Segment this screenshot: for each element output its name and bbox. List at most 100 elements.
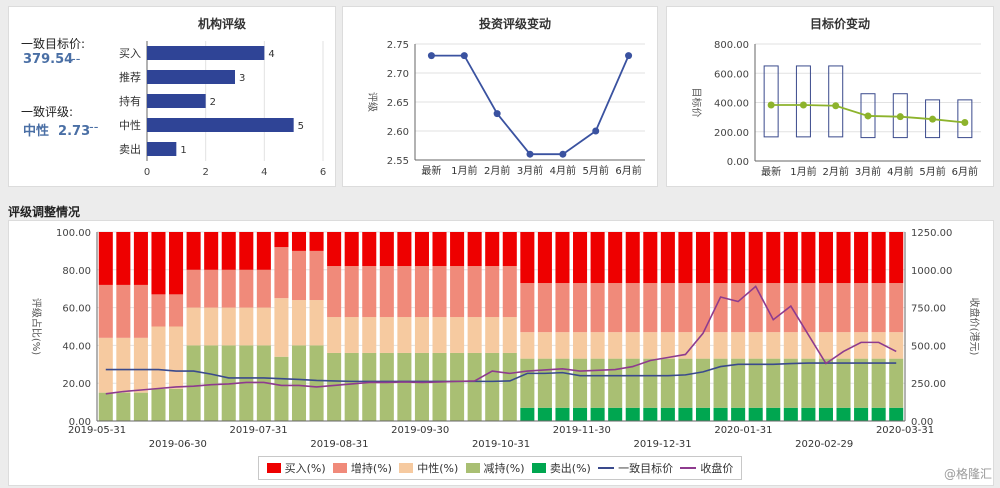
underweight-segment — [204, 345, 219, 421]
neutral-segment — [432, 317, 447, 353]
neutral-segment — [221, 307, 236, 346]
buy-segment — [766, 232, 781, 284]
underweight-segment — [344, 352, 359, 421]
underweight-segment — [889, 358, 904, 408]
overweight-segment — [450, 266, 465, 318]
legend-buy[interactable]: 买入(%) — [266, 460, 326, 476]
buy-segment — [274, 232, 289, 248]
legend-close-label: 收盘价 — [700, 462, 734, 475]
rating-point — [493, 110, 501, 118]
underweight-segment — [414, 352, 429, 421]
underweight-segment — [713, 358, 728, 408]
overweight-segment — [169, 294, 184, 327]
x-tick-label: 3月前 — [517, 164, 543, 177]
neutral-segment — [151, 326, 166, 389]
buy-segment — [485, 232, 500, 267]
overweight-segment — [502, 266, 517, 318]
sell-segment — [625, 407, 640, 421]
legend-overweight-swatch — [332, 463, 347, 473]
buy-segment — [133, 232, 148, 285]
buy-segment — [239, 232, 254, 270]
x-tick-label: 6月前 — [615, 164, 641, 177]
neutral-segment — [204, 307, 219, 346]
bar-value-label: 3 — [239, 73, 245, 84]
legend-underweight[interactable]: 减持(%) — [465, 460, 525, 476]
target-price-point — [767, 101, 775, 109]
x-tick-label: 0 — [144, 167, 150, 178]
overweight-segment — [818, 283, 833, 333]
overweight-segment — [133, 284, 148, 338]
rating-line — [431, 54, 630, 156]
legend-overweight[interactable]: 增持(%) — [332, 460, 392, 476]
neutral-segment — [871, 332, 886, 359]
rating-point — [559, 150, 567, 158]
neutral-segment — [169, 326, 184, 389]
underweight-segment — [450, 352, 465, 421]
sell-segment — [801, 407, 816, 421]
legend-close-price[interactable]: 收盘价 — [680, 460, 733, 476]
bar — [147, 46, 265, 60]
x-tick-label: 1月前 — [790, 165, 816, 178]
buy-segment — [450, 232, 465, 267]
y-left-tick-label: 80.00 — [62, 266, 91, 277]
buy-segment — [854, 232, 869, 284]
underweight-segment — [573, 358, 588, 408]
x-tick-label: 2020-01-31 — [714, 425, 772, 436]
neutral-segment — [362, 317, 377, 353]
sell-segment — [608, 407, 623, 421]
y-right-tick-label: 0.00 — [911, 417, 933, 428]
neutral-segment — [766, 332, 781, 359]
target-price-point — [799, 101, 807, 109]
overweight-segment — [485, 266, 500, 318]
underweight-segment — [731, 358, 746, 408]
overweight-segment — [309, 250, 324, 301]
underweight-segment — [291, 345, 307, 421]
legend-target-label: 一致目标价 — [618, 462, 674, 475]
buy-segment — [256, 232, 271, 270]
x-tick-label: 2020-02-29 — [795, 439, 853, 450]
rating-point — [460, 52, 468, 60]
overweight-segment — [695, 283, 711, 333]
buy-segment — [502, 232, 517, 267]
overweight-segment — [608, 283, 623, 333]
buy-segment — [116, 232, 131, 285]
overweight-segment — [678, 283, 693, 333]
x-tick-label: 2019-10-31 — [472, 439, 530, 450]
legend-neutral[interactable]: 中性(%) — [399, 460, 458, 476]
x-tick-label: 2019-07-31 — [230, 425, 288, 436]
x-tick-label: 5月前 — [583, 164, 609, 177]
overweight-segment — [414, 266, 429, 318]
underweight-segment — [555, 358, 570, 408]
x-tick-label: 4月前 — [887, 165, 913, 178]
underweight-segment — [274, 356, 289, 421]
buy-segment — [801, 232, 816, 284]
buy-segment — [836, 232, 851, 284]
buy-segment — [818, 232, 833, 284]
buy-segment — [695, 232, 711, 284]
bar-value-label: 4 — [268, 49, 274, 60]
rating-point — [526, 150, 534, 158]
buy-segment — [625, 232, 640, 284]
neutral-segment — [748, 332, 763, 359]
underweight-segment — [116, 392, 131, 421]
category-label: 卖出 — [119, 142, 141, 156]
x-tick-label: 4 — [261, 167, 267, 178]
overweight-segment — [344, 266, 359, 318]
neutral-segment — [625, 332, 640, 359]
underweight-segment — [643, 358, 658, 408]
neutral-segment — [133, 337, 148, 393]
overweight-segment — [854, 283, 869, 333]
sell-segment — [889, 407, 904, 421]
underweight-segment — [537, 358, 552, 408]
legend-target-price[interactable]: 一致目标价 — [598, 460, 673, 476]
target-range-box — [763, 65, 779, 138]
sell-segment — [555, 407, 570, 421]
sell-segment — [748, 407, 763, 421]
sell-segment — [643, 407, 658, 421]
legend-sell[interactable]: 卖出(%) — [531, 460, 591, 476]
x-tick-label: 1月前 — [451, 164, 477, 177]
y-tick-label: 800.00 — [714, 40, 749, 51]
y-left-tick-label: 60.00 — [62, 304, 91, 315]
overweight-segment — [573, 283, 588, 333]
neutral-segment — [186, 307, 201, 346]
